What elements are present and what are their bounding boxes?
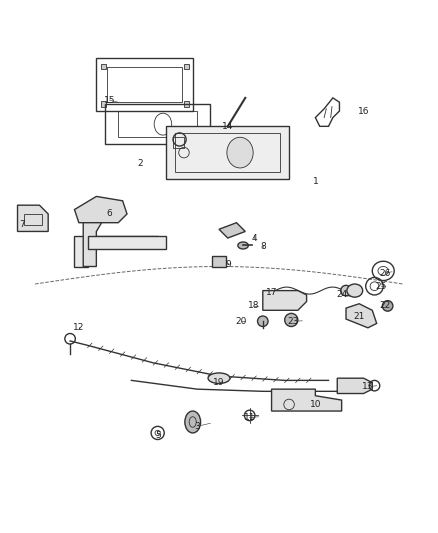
Text: 14: 14 (222, 122, 233, 131)
Polygon shape (272, 389, 342, 411)
Text: 24: 24 (336, 290, 347, 300)
Text: 17: 17 (266, 288, 277, 297)
Text: 8: 8 (260, 243, 266, 251)
Text: 13: 13 (362, 383, 374, 391)
Polygon shape (346, 304, 377, 328)
Text: 1: 1 (312, 176, 318, 185)
Ellipse shape (185, 411, 201, 433)
Polygon shape (337, 378, 372, 393)
Polygon shape (83, 201, 110, 266)
Bar (101, 64, 106, 69)
Text: 10: 10 (310, 400, 321, 409)
Ellipse shape (382, 301, 393, 311)
Polygon shape (263, 290, 307, 310)
Bar (166, 126, 289, 179)
Text: 7: 7 (19, 220, 25, 229)
Bar (24, 214, 42, 225)
Bar (107, 67, 182, 102)
Bar (212, 255, 226, 266)
Text: 11: 11 (244, 413, 255, 422)
Ellipse shape (347, 284, 363, 297)
Text: 2: 2 (138, 159, 143, 168)
Text: 21: 21 (353, 312, 365, 321)
Bar (101, 101, 106, 107)
Polygon shape (74, 236, 158, 266)
Bar (96, 59, 193, 111)
Text: 15: 15 (104, 95, 115, 104)
Text: 25: 25 (375, 282, 387, 290)
Ellipse shape (258, 316, 268, 327)
Text: 20: 20 (235, 317, 247, 326)
Ellipse shape (208, 373, 230, 383)
Text: 19: 19 (213, 378, 225, 387)
Ellipse shape (285, 313, 298, 327)
Text: 18: 18 (248, 302, 260, 310)
Polygon shape (88, 236, 166, 249)
Text: 4: 4 (251, 233, 257, 243)
Bar (175, 133, 280, 172)
Ellipse shape (238, 242, 248, 249)
Text: 16: 16 (358, 107, 369, 116)
Text: 22: 22 (380, 302, 391, 310)
Text: 23: 23 (288, 317, 299, 326)
Bar (173, 138, 184, 148)
Text: 9: 9 (225, 260, 231, 269)
Bar (118, 111, 197, 138)
Bar (184, 101, 189, 107)
Bar (184, 64, 189, 69)
Text: 12: 12 (73, 324, 85, 332)
Text: 26: 26 (380, 269, 391, 278)
Polygon shape (219, 223, 245, 238)
Polygon shape (18, 205, 48, 231)
Text: 6: 6 (106, 209, 113, 219)
Text: 3: 3 (194, 422, 200, 431)
Polygon shape (74, 197, 127, 223)
Ellipse shape (227, 138, 253, 168)
Text: 5: 5 (155, 431, 161, 440)
Bar (105, 104, 210, 144)
Ellipse shape (341, 285, 351, 296)
